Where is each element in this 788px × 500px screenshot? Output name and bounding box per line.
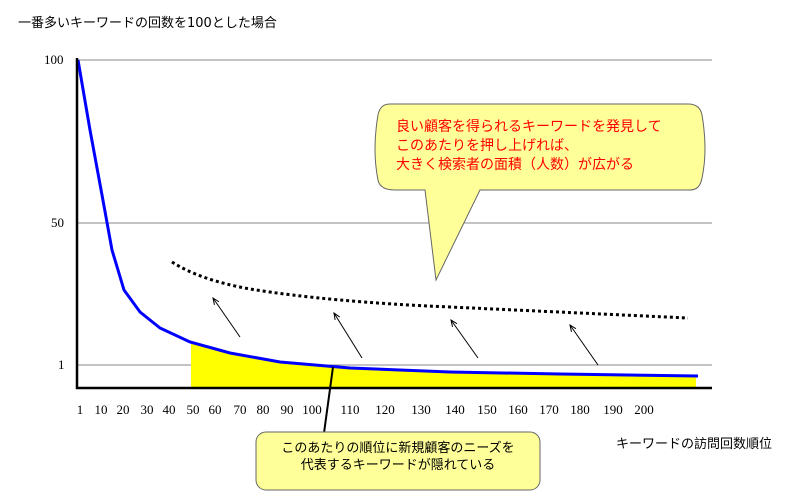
callout-line: 代表するキーワードが隠れている xyxy=(300,458,496,473)
callout-top-bubble xyxy=(374,103,706,282)
callout-bottom-pointer xyxy=(323,366,334,434)
x-tick-label: 10 xyxy=(94,402,108,417)
x-tick-label: 180 xyxy=(570,402,590,417)
arrow-up-icon xyxy=(212,296,241,338)
x-tick-label: 170 xyxy=(539,402,559,417)
callout-line: このあたりを押し上げれば、 xyxy=(396,138,578,154)
y-tick-label: 50 xyxy=(51,215,64,230)
chart-title: 一番多いキーワードの回数を100とした場合 xyxy=(18,16,277,31)
x-tick-label: 190 xyxy=(603,402,623,417)
x-tick-label: 30 xyxy=(140,402,154,417)
x-tick-label: 150 xyxy=(477,402,497,417)
x-tick-label: 1 xyxy=(76,402,84,417)
x-tick-label: 100 xyxy=(302,402,322,417)
x-tick-label: 90 xyxy=(280,402,294,417)
series-curve xyxy=(76,59,699,378)
callout-bottom-bubble xyxy=(255,431,541,491)
x-tick-label: 60 xyxy=(208,402,222,417)
y-tick-label: 1 xyxy=(58,357,65,372)
long-tail-area xyxy=(190,340,696,388)
callout-line: 大きく検索者の面積（人数）が広がる xyxy=(396,157,634,173)
x-tick-label: 160 xyxy=(508,402,528,417)
x-tick-label: 20 xyxy=(116,402,130,417)
callout-bottom-text: このあたりの順位に新規顧客のニーズを 代表するキーワードが隠れている xyxy=(256,440,540,474)
callout-top-text: 良い顧客を得られるキーワードを発見して このあたりを押し上げれば、 大きく検索者… xyxy=(396,118,662,175)
x-tick-label: 130 xyxy=(411,402,431,417)
x-tick-label: 120 xyxy=(375,402,395,417)
series-dotted-target xyxy=(171,260,689,320)
x-tick-label: 200 xyxy=(634,402,654,417)
callout-line: 良い顧客を得られるキーワードを発見して xyxy=(396,119,662,135)
y-tick-label: 100 xyxy=(44,52,64,67)
x-tick-label: 70 xyxy=(233,402,247,417)
x-tick-label: 80 xyxy=(256,402,270,417)
x-tick-label: 110 xyxy=(340,402,360,417)
arrow-up-icon xyxy=(450,318,479,359)
x-tick-label: 140 xyxy=(445,402,465,417)
callout-line: このあたりの順位に新規顧客のニーズを xyxy=(281,441,515,456)
x-tick-label: 40 xyxy=(162,402,176,417)
arrow-up-icon xyxy=(333,311,363,359)
x-tick-label: 50 xyxy=(186,402,200,417)
x-axis-label: キーワードの訪問回数順位 xyxy=(616,437,773,452)
arrow-up-icon xyxy=(569,323,599,366)
